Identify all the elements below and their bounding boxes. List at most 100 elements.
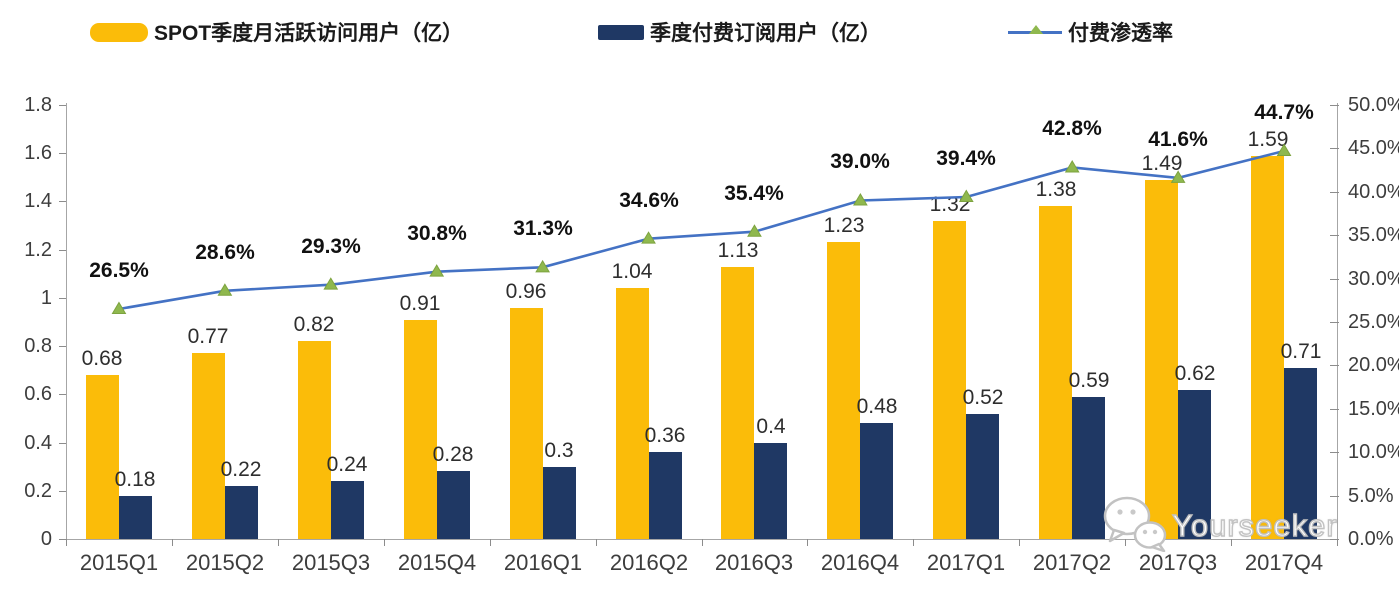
penetration-value-label: 35.4%	[724, 182, 784, 205]
penetration-marker-icon	[852, 192, 868, 206]
y-axis-left-tick	[59, 539, 66, 540]
mau-value-label: 1.38	[1035, 178, 1077, 201]
mau-value-label: 0.82	[293, 313, 335, 336]
penetration-value-label: 39.0%	[830, 150, 890, 173]
subs-value-label: 0.18	[114, 468, 156, 491]
legend-label: 付费渗透率	[1068, 22, 1173, 45]
x-axis-tick	[66, 539, 67, 546]
penetration-value-label: 30.8%	[407, 222, 467, 245]
subs-value-label: 0.62	[1174, 362, 1216, 385]
category-label: 2016Q2	[609, 550, 689, 575]
subs-bar	[225, 486, 258, 539]
y-axis-right-tick	[1330, 365, 1339, 366]
y-axis-right-tick	[1330, 192, 1339, 193]
y-axis-right-tick-label: 5.0%	[1348, 485, 1394, 507]
y-axis-right-tick	[1330, 105, 1339, 106]
y-axis-left-tick-label: 1	[40, 287, 52, 309]
y-axis-right-tick	[1330, 235, 1339, 236]
y-axis-right-tick	[1330, 148, 1339, 149]
x-axis-tick	[702, 539, 703, 546]
category-label: 2017Q1	[926, 550, 1006, 575]
category-label: 2016Q3	[714, 550, 794, 575]
x-axis-tick	[1125, 539, 1126, 546]
subs-value-label: 0.22	[220, 458, 262, 481]
mau-bar	[192, 353, 225, 539]
y-axis-left-tick-label: 0	[40, 528, 52, 550]
y-axis-left-tick-label: 0.6	[24, 383, 52, 405]
y-axis-left-tick-label: 1.6	[24, 142, 52, 164]
mau-value-label: 0.77	[187, 325, 229, 348]
y-axis-right-tick	[1330, 452, 1339, 453]
mau-value-label: 1.04	[611, 260, 653, 283]
penetration-marker-icon	[323, 277, 339, 290]
watermark-text: Yourseeker	[1171, 507, 1338, 543]
y-axis-left-tick	[59, 153, 66, 154]
y-axis-left-tick	[59, 105, 66, 106]
wechat-bubbles-icon	[1102, 494, 1168, 557]
mau-value-label: 0.68	[81, 347, 123, 370]
y-axis-left-tick	[59, 394, 66, 395]
x-axis-tick	[384, 539, 385, 546]
category-label: 2015Q2	[185, 550, 265, 575]
subs-bar	[1072, 397, 1105, 539]
subs-bar	[1284, 368, 1317, 539]
x-axis-tick	[1337, 539, 1338, 546]
mau-bar	[510, 308, 543, 539]
legend-label: SPOT季度月活跃访问用户（亿）	[154, 22, 464, 45]
penetration-marker-icon	[1029, 24, 1043, 34]
legend-item-mau: SPOT季度月活跃访问用户（亿）	[90, 17, 463, 47]
subs-bar	[119, 496, 152, 539]
mau-bar	[298, 341, 331, 539]
y-axis-right-tick	[1330, 496, 1339, 497]
x-axis-tick	[1231, 539, 1232, 546]
category-label: 2015Q4	[397, 550, 477, 575]
y-axis-right-tick-label: 40.0%	[1348, 181, 1399, 203]
mau-bar	[86, 375, 119, 539]
penetration-marker-icon	[1064, 160, 1080, 173]
subs-bar	[331, 481, 364, 539]
subs-bar	[860, 423, 893, 539]
penetration-value-label: 34.6%	[619, 189, 679, 212]
subscribers-swatch-icon	[598, 24, 644, 40]
category-label: 2017Q2	[1032, 550, 1112, 575]
penetration-value-label: 29.3%	[301, 235, 361, 258]
watermark: Yourseeker	[1102, 494, 1338, 557]
x-axis-tick	[596, 539, 597, 546]
x-axis-tick	[807, 539, 808, 546]
subs-value-label: 0.52	[962, 386, 1004, 409]
subs-bar	[649, 452, 682, 539]
subs-bar	[1178, 390, 1211, 539]
subs-value-label: 0.28	[432, 443, 474, 466]
y-axis-left-tick-label: 0.8	[24, 335, 52, 357]
y-axis-right-tick	[1330, 322, 1339, 323]
y-axis-right-tick-label: 45.0%	[1348, 137, 1399, 159]
mau-bar	[404, 320, 437, 539]
y-axis-right-tick	[1330, 409, 1339, 410]
y-axis-right-tick-label: 35.0%	[1348, 224, 1399, 246]
penetration-value-label: 28.6%	[195, 241, 255, 264]
penetration-value-label: 41.6%	[1148, 128, 1208, 151]
penetration-line-path	[118, 149, 1285, 311]
x-axis-tick	[913, 539, 914, 546]
mau-value-label: 1.49	[1141, 152, 1183, 175]
penetration-marker-icon	[641, 231, 656, 244]
penetration-line-swatch-icon	[1008, 24, 1062, 34]
y-axis-left-tick	[59, 443, 66, 444]
subs-value-label: 0.3	[544, 439, 574, 462]
y-axis-right-tick	[1330, 279, 1339, 280]
penetration-value-label: 42.8%	[1042, 117, 1102, 140]
subs-value-label: 0.24	[326, 453, 368, 476]
legend-item-penetration: 付费渗透率	[1008, 17, 1173, 47]
legend-item-subscribers: 季度付费订阅用户（亿）	[598, 17, 881, 47]
x-axis-tick	[172, 539, 173, 546]
y-axis-right-line	[1337, 103, 1338, 539]
subs-value-label: 0.71	[1280, 340, 1322, 363]
penetration-marker-icon	[111, 301, 127, 314]
y-axis-left-tick-label: 1.4	[24, 190, 52, 212]
mau-bar	[827, 242, 860, 539]
mau-swatch-icon	[90, 22, 148, 42]
y-axis-left-tick	[59, 250, 66, 251]
penetration-value-label: 44.7%	[1254, 101, 1314, 124]
category-label: 2015Q1	[79, 550, 159, 575]
